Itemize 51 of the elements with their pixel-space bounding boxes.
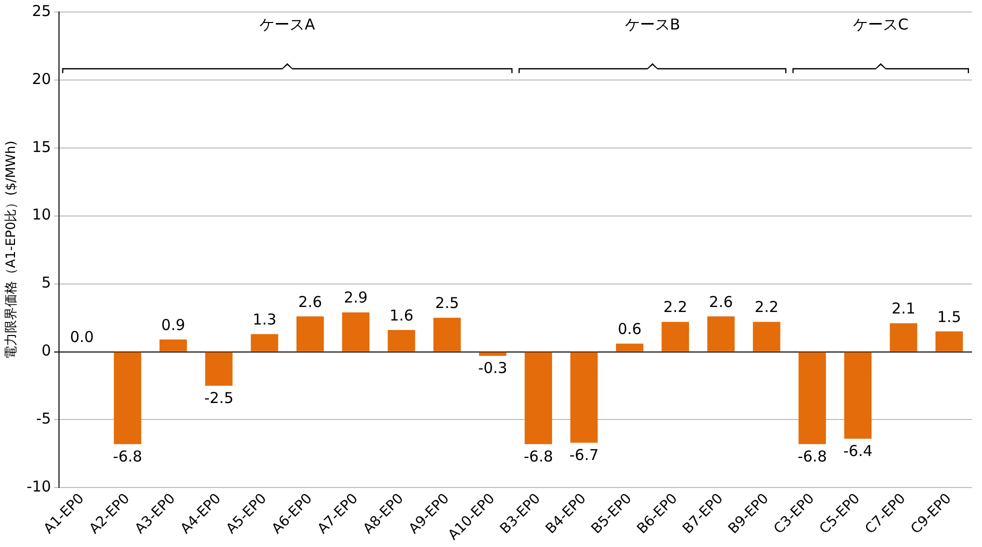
data-label: 2.6 [709, 292, 733, 311]
data-label: 2.1 [892, 300, 916, 318]
data-label: -6.8 [112, 448, 142, 466]
data-label: -2.5 [204, 389, 234, 408]
bar [160, 340, 187, 352]
bar [524, 352, 552, 444]
y-tick-label: 0 [42, 342, 52, 360]
data-label: 2.9 [344, 288, 368, 307]
data-label: 1.3 [252, 310, 276, 328]
bar [114, 352, 142, 444]
y-axis-title: 電力限界価格（A1-EP0比）($/MWh) [4, 140, 20, 359]
data-label: 2.2 [663, 298, 688, 316]
bar [752, 322, 780, 352]
bar [388, 330, 416, 352]
bar [662, 322, 689, 352]
data-label: 1.5 [937, 308, 962, 326]
bar [570, 352, 598, 443]
bar [616, 344, 644, 352]
data-label: 0.0 [70, 328, 94, 346]
y-tick-label: -5 [36, 410, 52, 428]
y-tick-label: 25 [32, 2, 52, 20]
bar [205, 352, 233, 386]
data-label: -6.8 [524, 448, 554, 466]
data-label: 0.6 [618, 320, 642, 338]
y-tick-label: 20 [32, 70, 52, 88]
bar [798, 352, 826, 444]
y-tick-label: 10 [32, 206, 52, 224]
bar [844, 352, 872, 439]
bar [433, 318, 461, 352]
data-label: -0.3 [478, 359, 508, 378]
y-tick-label: -10 [26, 478, 52, 496]
bar [250, 334, 278, 352]
y-tick-label: 5 [42, 274, 52, 292]
y-tick-label: 15 [32, 138, 52, 156]
bar [890, 323, 918, 352]
bar [935, 331, 963, 352]
data-label: 0.9 [161, 316, 186, 334]
data-label: 2.2 [754, 298, 779, 316]
annotation: ケースC [852, 16, 908, 34]
bar [296, 316, 324, 352]
data-label: -6.4 [843, 442, 873, 460]
data-label: 2.5 [435, 294, 460, 312]
data-label: 2.6 [298, 292, 322, 311]
bar [707, 316, 735, 352]
bar [342, 312, 370, 352]
annotation: ケースB [624, 16, 680, 34]
annotation: ケースA [260, 16, 316, 34]
bar [479, 352, 506, 356]
data-label: -6.7 [569, 446, 599, 464]
data-label: -6.8 [798, 448, 827, 466]
data-label: 1.6 [390, 306, 414, 324]
